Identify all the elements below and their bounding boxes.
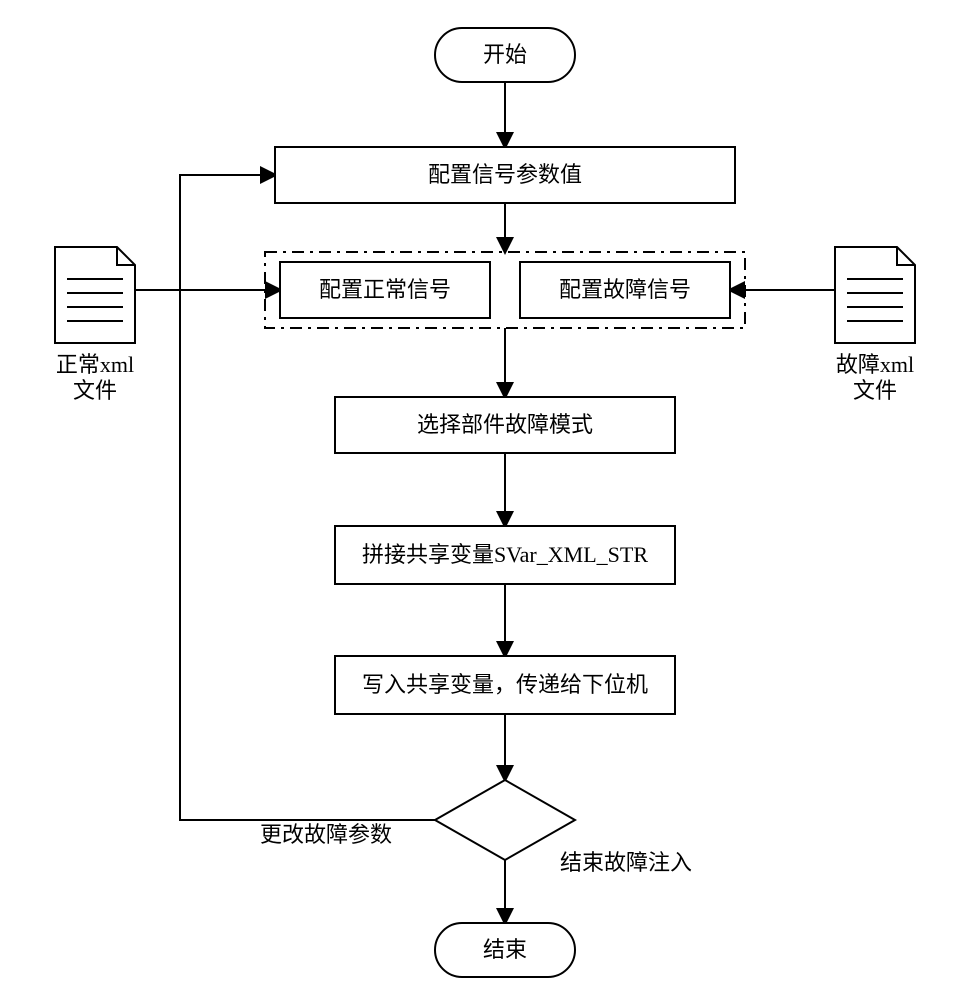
svg-text:文件: 文件 (853, 378, 897, 403)
svg-text:故障xml: 故障xml (836, 352, 914, 377)
svg-text:写入共享变量，传递给下位机: 写入共享变量，传递给下位机 (362, 672, 648, 697)
svg-text:配置正常信号: 配置正常信号 (319, 277, 451, 302)
endLabel: 结束故障注入 (560, 850, 692, 875)
svg-text:选择部件故障模式: 选择部件故障模式 (417, 412, 593, 437)
svg-text:配置信号参数值: 配置信号参数值 (428, 162, 582, 187)
svg-text:正常xml: 正常xml (56, 352, 134, 377)
normFile (55, 247, 135, 343)
decision (435, 780, 575, 860)
svg-text:文件: 文件 (73, 378, 117, 403)
faultFile (835, 247, 915, 343)
loopLabel: 更改故障参数 (260, 822, 392, 847)
svg-text:开始: 开始 (483, 42, 527, 67)
svg-text:结束: 结束 (483, 937, 527, 962)
svg-text:配置故障信号: 配置故障信号 (559, 277, 691, 302)
svg-text:拼接共享变量SVar_XML_STR: 拼接共享变量SVar_XML_STR (362, 542, 648, 567)
